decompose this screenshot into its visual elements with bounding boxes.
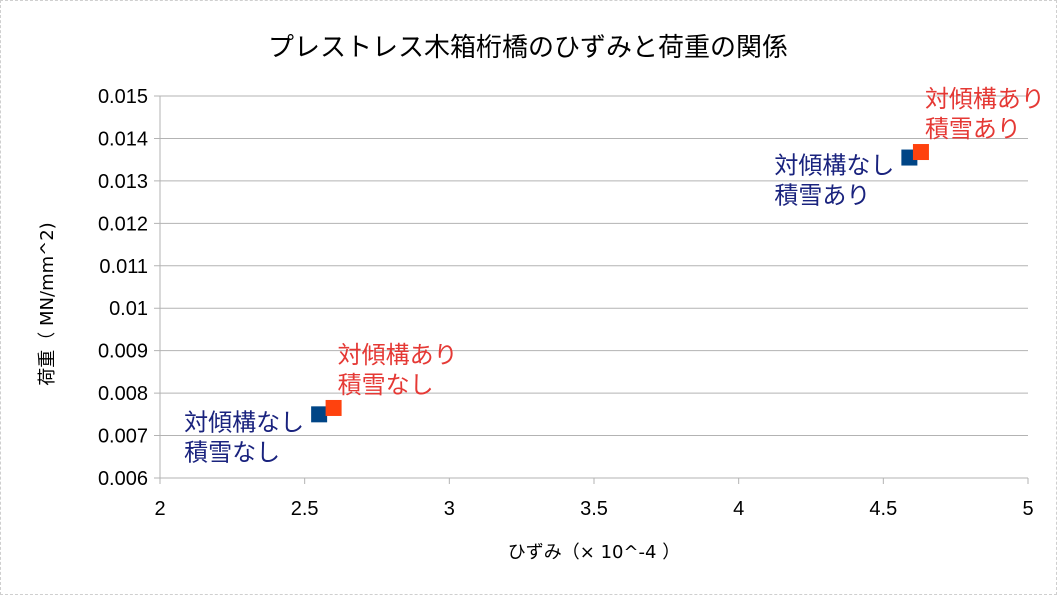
y-tick-label: 0.009 xyxy=(98,341,148,363)
y-tick-label: 0.012 xyxy=(98,213,148,235)
y-tick-label: 0.011 xyxy=(99,256,148,278)
y-tick-label: 0.015 xyxy=(98,86,148,108)
data-points xyxy=(311,144,929,423)
point-with-bracing xyxy=(912,144,929,161)
x-tick-label: 2 xyxy=(154,498,165,520)
data-label: 対傾構あり xyxy=(925,85,1045,113)
x-tick-label: 2.5 xyxy=(291,498,319,520)
point-with-bracing xyxy=(325,399,342,416)
x-tick-label: 4 xyxy=(733,498,744,520)
x-tick-labels: 2 2.5 3 3.5 4 4.5 5 xyxy=(154,498,1033,520)
data-label: 積雪なし xyxy=(184,438,280,466)
data-label: 積雪あり xyxy=(925,115,1021,143)
point-no-bracing xyxy=(311,406,328,423)
data-label: 対傾構なし xyxy=(184,408,304,436)
x-tick-label: 5 xyxy=(1022,498,1033,520)
x-tick-label: 3.5 xyxy=(580,498,608,520)
y-tick-label: 0.007 xyxy=(98,426,148,448)
data-label: 対傾構なし xyxy=(774,152,894,180)
y-tick-label: 0.006 xyxy=(98,468,148,490)
y-tick-labels: 0.006 0.007 0.008 0.009 0.01 0.011 0.012 0.013 0… xyxy=(98,86,148,490)
x-tick-label: 4.5 xyxy=(869,498,897,520)
data-label: 積雪なし xyxy=(338,371,434,399)
y-axis-label: 荷重（ MN/mm^2) xyxy=(37,222,58,385)
chart-title: プレストレス木箱桁橋のひずみと荷重の関係 xyxy=(268,33,788,63)
data-label: 対傾構あり xyxy=(338,341,458,369)
grid-lines xyxy=(154,95,1029,484)
x-axis-label: ひずみ（× 10^-4 ） xyxy=(508,542,680,563)
y-tick-label: 0.014 xyxy=(98,128,148,150)
y-tick-label: 0.013 xyxy=(98,171,148,193)
data-label: 積雪あり xyxy=(774,182,870,210)
y-tick-label: 0.01 xyxy=(109,298,148,320)
y-tick-label: 0.008 xyxy=(98,383,148,405)
x-tick-label: 3 xyxy=(444,498,455,520)
